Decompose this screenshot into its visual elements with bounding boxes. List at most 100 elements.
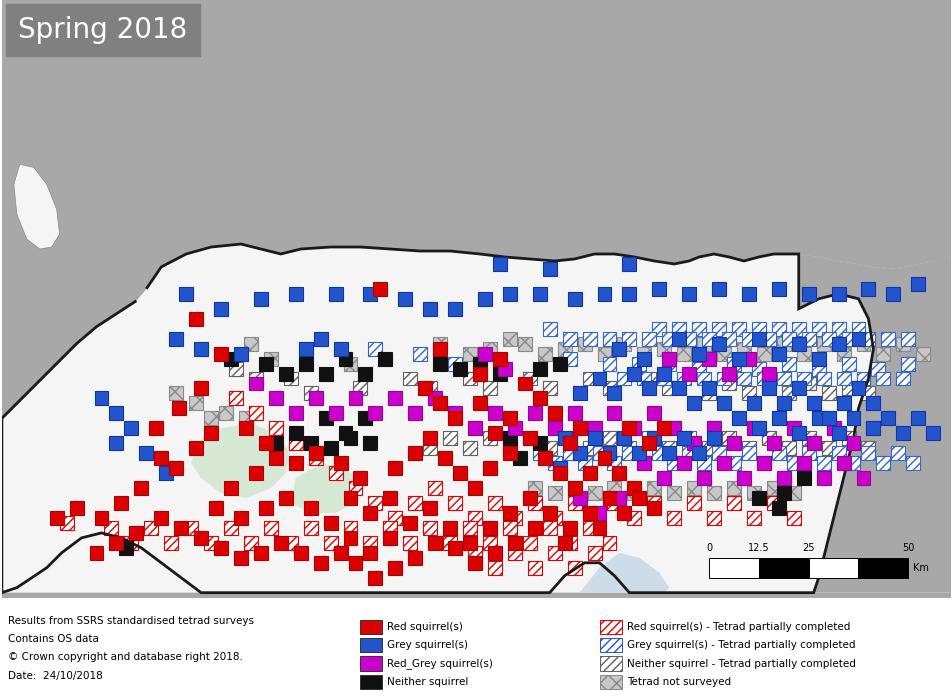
Bar xyxy=(567,406,581,420)
Bar xyxy=(557,431,571,445)
Bar xyxy=(742,352,755,366)
Bar xyxy=(821,441,835,455)
Bar xyxy=(622,257,636,271)
Bar xyxy=(259,356,272,370)
Bar xyxy=(831,322,844,336)
Bar xyxy=(214,347,228,361)
Bar xyxy=(602,332,616,345)
Bar xyxy=(172,401,186,415)
Bar xyxy=(796,347,810,361)
Bar xyxy=(407,446,422,460)
Bar xyxy=(706,421,721,435)
Bar xyxy=(821,387,835,401)
Bar xyxy=(602,431,616,445)
Bar xyxy=(543,506,556,520)
Bar xyxy=(890,446,904,460)
Bar xyxy=(134,481,149,495)
Bar xyxy=(562,431,576,445)
Bar xyxy=(662,382,676,396)
Bar xyxy=(602,446,616,460)
Bar xyxy=(114,496,129,510)
Bar xyxy=(771,282,785,296)
Bar xyxy=(651,322,665,336)
Bar xyxy=(722,332,735,345)
Bar xyxy=(642,431,656,445)
Polygon shape xyxy=(290,463,360,513)
Bar xyxy=(602,382,616,396)
Bar xyxy=(447,496,462,510)
Bar xyxy=(532,436,546,450)
Bar xyxy=(582,506,596,520)
Bar xyxy=(403,536,417,550)
Bar xyxy=(671,382,685,396)
Bar xyxy=(467,421,482,435)
Bar xyxy=(507,546,522,560)
Bar xyxy=(105,521,118,535)
Bar xyxy=(637,372,650,385)
Bar xyxy=(602,536,616,550)
Bar xyxy=(751,332,765,345)
Bar xyxy=(413,347,426,361)
Bar xyxy=(363,436,377,450)
Text: Km: Km xyxy=(912,563,928,572)
Bar xyxy=(682,431,695,445)
Bar xyxy=(268,436,283,450)
Bar xyxy=(383,491,397,505)
Bar xyxy=(537,347,551,361)
Bar xyxy=(503,441,516,455)
Bar xyxy=(632,446,645,460)
Bar xyxy=(686,496,701,510)
Bar xyxy=(786,421,800,435)
Bar xyxy=(746,511,760,525)
Bar xyxy=(503,506,516,520)
Bar xyxy=(407,496,422,510)
Polygon shape xyxy=(2,0,950,418)
Bar xyxy=(248,466,263,480)
Bar xyxy=(861,282,875,296)
Bar xyxy=(259,501,272,515)
Bar xyxy=(885,287,900,301)
Bar xyxy=(523,491,536,505)
Bar xyxy=(443,431,457,445)
Bar xyxy=(360,675,382,689)
Bar xyxy=(248,406,263,420)
Bar xyxy=(89,546,104,560)
Bar xyxy=(333,456,347,470)
Bar xyxy=(423,431,437,445)
Bar xyxy=(622,446,636,460)
Bar xyxy=(592,521,605,535)
Bar xyxy=(244,337,258,351)
Bar xyxy=(532,287,546,301)
Bar xyxy=(841,382,855,396)
Bar xyxy=(338,426,352,440)
Bar xyxy=(387,391,402,405)
Bar xyxy=(756,456,770,470)
Bar xyxy=(343,491,357,505)
Bar xyxy=(483,536,496,550)
Bar xyxy=(308,446,323,460)
Bar xyxy=(637,456,650,470)
Bar xyxy=(318,412,332,425)
Bar xyxy=(224,352,238,366)
Bar xyxy=(677,431,690,445)
Text: Neither squirrel: Neither squirrel xyxy=(387,677,467,687)
Bar xyxy=(811,412,824,425)
Bar xyxy=(562,332,576,345)
Bar xyxy=(786,511,800,525)
Bar xyxy=(836,347,849,361)
Bar xyxy=(606,456,621,470)
Bar xyxy=(711,337,725,351)
Bar xyxy=(423,382,437,396)
Bar xyxy=(751,322,765,336)
Bar xyxy=(856,471,869,485)
Text: Red squirrel(s) - Tetrad partially completed: Red squirrel(s) - Tetrad partially compl… xyxy=(626,622,849,632)
Bar xyxy=(766,481,780,495)
Bar xyxy=(527,521,541,535)
Bar xyxy=(368,571,382,584)
Bar xyxy=(722,366,735,380)
Bar xyxy=(288,426,303,440)
Bar xyxy=(308,452,323,465)
Bar xyxy=(313,332,327,345)
Bar xyxy=(816,456,830,470)
Bar xyxy=(642,382,656,396)
